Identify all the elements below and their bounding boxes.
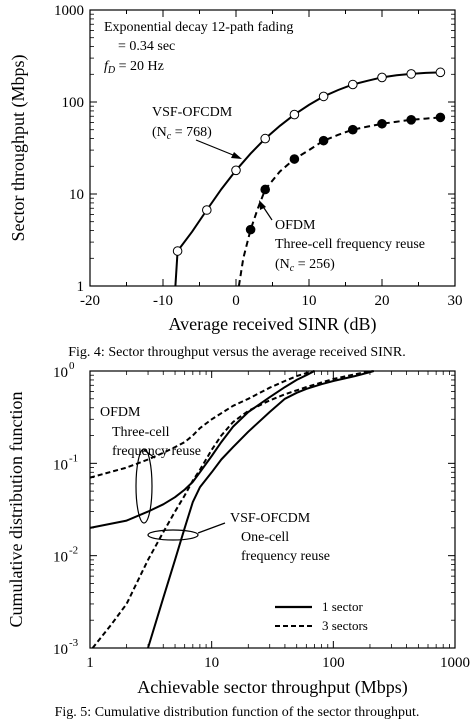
chart-1-y-tick-label: 1 — [77, 279, 85, 295]
chart-1-vsf-ofcdm-marker — [231, 165, 241, 176]
chart-1-y-tick-label: 10 — [69, 187, 84, 203]
chart-1-ofdm-nc-sub: c — [290, 263, 295, 274]
chart-1-fd-symbol: f — [104, 59, 110, 74]
chart-1-x-tick-label: 20 — [375, 293, 390, 309]
chart-2-x-tick-label: 1000 — [440, 655, 470, 671]
chart-1-vsf-ofcdm-marker — [260, 133, 271, 144]
chart-2-y-tick-label: 10 — [53, 457, 68, 473]
chart-2-caption: Fig. 5: Cumulative distribution function… — [55, 705, 420, 720]
chart-1-condition-line-1: Exponential decay 12-path fading — [104, 20, 293, 35]
chart-1-ofdm-nc-open: (N — [275, 257, 290, 272]
chart-2-y-tick-label: 10 — [53, 550, 68, 566]
chart-1-ofdm-label-line-1: OFDM — [275, 218, 316, 233]
chart-2-y-tick-label: 10 — [53, 642, 68, 658]
chart-1-ofdm-arrowhead — [259, 200, 266, 210]
chart-1-y-tick-label: 1000 — [54, 3, 84, 19]
chart-2-ofdm-ellipse — [135, 448, 153, 524]
chart-1-x-tick-label: -10 — [153, 293, 173, 309]
chart-1-fd-value: = 20 Hz — [115, 59, 164, 74]
chart-1-vsf-ofcdm-marker — [377, 72, 387, 83]
chart-2-series-vsf-ofcdm-3-sectors — [91, 370, 373, 649]
chart-1-y-axis-title: Sector throughput (Mbps) — [8, 55, 29, 242]
chart-2-x-axis-title: Achievable sector throughput (Mbps) — [137, 677, 407, 698]
chart-1-markers-group — [172, 67, 446, 256]
chart-1-condition-line-2: = 0.34 sec — [118, 39, 175, 54]
chart-1-vsf-ofcdm-marker — [348, 79, 358, 90]
chart-2-series-ofdm-1-sector — [89, 370, 315, 529]
chart-1-x-tick-label: 0 — [232, 293, 240, 309]
chart-1-y-tick-label: 100 — [62, 95, 85, 111]
chart-1-ofdm-marker — [318, 135, 329, 146]
chart-2-y-tick-exponent: -2 — [69, 545, 78, 557]
chart-1-vsf-ofcdm-marker — [406, 69, 417, 79]
chart-2-x-tick-label: 100 — [322, 655, 345, 671]
chart-1-vsf-label-line-2: (Nc = 768) — [152, 125, 212, 142]
chart-2-series-ofdm-3-sectors — [89, 370, 315, 479]
chart-2-y-tick-exponent: 0 — [69, 360, 75, 372]
chart-2-vsf-ellipse — [147, 529, 199, 541]
chart-1-tick-labels: -20 -10 0 10 20 30 1 10 100 1000 — [54, 3, 463, 309]
chart-1-condition-line-3: fD = 20 Hz — [104, 59, 164, 76]
chart-2-ofdm-label-line-1: OFDM — [100, 405, 141, 420]
chart-1-ofdm-label-line-3: (Nc = 256) — [275, 257, 335, 274]
chart-1-vsf-nc-value: = 768) — [171, 125, 212, 140]
chart-1-ofdm-marker — [245, 224, 256, 235]
chart-1-vsf-nc-open: (N — [152, 125, 167, 140]
chart-2-ofdm-leader-line — [143, 449, 156, 459]
chart-1-vsf-nc-sub: c — [167, 131, 172, 142]
chart-1-vsf-label-line-1: VSF-OFCDM — [152, 105, 233, 120]
chart-1-caption: Fig. 4: Sector throughput versus the ave… — [68, 345, 405, 360]
chart-2-vsf-leader-line — [197, 522, 226, 534]
chart-2-series-vsf-ofcdm-1-sector — [147, 370, 375, 649]
chart-2-ofdm-label-line-3: frequency reuse — [112, 444, 201, 459]
chart-1-series-ofdm-line — [237, 116, 441, 287]
chart-2-series-group — [89, 370, 375, 649]
chart-2-vsf-label-line-1: VSF-OFCDM — [230, 511, 311, 526]
chart-1-ofdm-marker — [348, 124, 358, 135]
chart-1-ofdm-marker — [377, 118, 387, 129]
chart-1-x-tick-label: -20 — [80, 293, 100, 309]
chart-2-y-tick-label: 10 — [53, 365, 68, 381]
chart-1-plot-frame — [89, 9, 456, 287]
chart-2-x-tick-label: 1 — [86, 655, 94, 671]
chart-1-fd-subscript: D — [107, 65, 116, 76]
chart-2-legend-label-3-sectors: 3 sectors — [322, 618, 368, 633]
chart-2-ticks — [89, 370, 456, 649]
chart-1-ofdm-nc-value: = 256) — [294, 257, 335, 272]
chart-2-y-axis-title: Cumulative distribution function — [6, 392, 26, 628]
chart-1-ofdm-label-line-2: Three-cell frequency reuse — [275, 237, 425, 252]
chart-1-x-tick-label: 30 — [448, 293, 463, 309]
chart-2-legend: 1 sector 3 sectors — [275, 599, 368, 633]
chart-2-vsf-label-line-2: One-cell — [241, 530, 289, 545]
chart-1-x-tick-label: 10 — [302, 293, 317, 309]
chart-1-vsf-ofcdm-marker — [435, 67, 446, 78]
chart-2-x-tick-label: 10 — [204, 655, 219, 671]
chart-2-vsf-label-line-3: frequency reuse — [241, 549, 330, 564]
chart-2-ofdm-label-line-2: Three-cell — [112, 425, 170, 440]
chart-1-ofdm-marker — [406, 115, 417, 125]
chart-1-vsf-ofcdm-marker — [202, 205, 212, 215]
chart-1-vsf-ofcdm-marker — [172, 246, 183, 256]
chart-1-ofdm-marker — [260, 184, 271, 195]
chart-1-vsf-ofcdm-marker — [318, 91, 329, 102]
chart-1-sector-throughput: -20 -10 0 10 20 30 1 10 100 1000 Average received… — [8, 3, 463, 360]
chart-1-x-axis-title: Average received SINR (dB) — [168, 314, 376, 335]
chart-1-ofdm-marker — [289, 154, 300, 164]
chart-2-legend-label-1-sector: 1 sector — [322, 599, 363, 614]
chart-2-y-tick-exponent: -1 — [69, 452, 78, 464]
chart-1-vsf-arrowhead — [231, 152, 242, 159]
chart-1-vsf-ofcdm-marker — [289, 109, 300, 120]
chart-2-plot-frame — [89, 370, 456, 649]
chart-1-vsf-arrow-line — [195, 139, 239, 158]
chart-2-y-tick-exponent: -3 — [69, 637, 79, 649]
chart-1-ofdm-marker — [435, 112, 446, 123]
